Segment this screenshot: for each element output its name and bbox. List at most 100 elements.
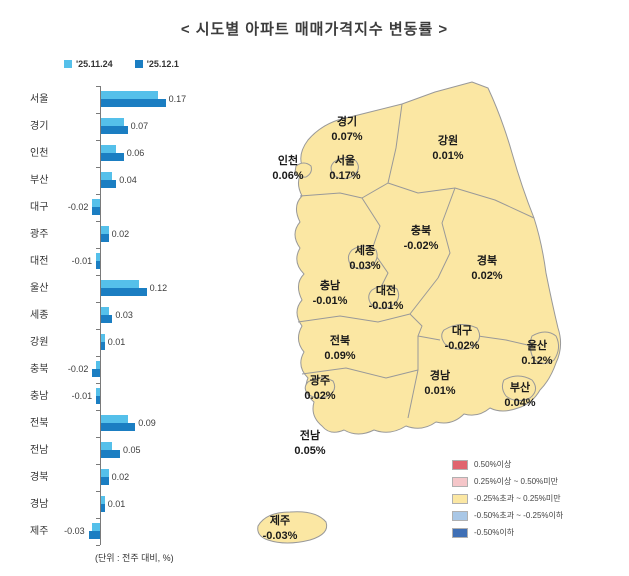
bar-series-2	[101, 126, 128, 134]
map-legend-swatch-icon	[452, 510, 468, 521]
border-chungbuk-gyeongbuk	[437, 187, 456, 279]
map-legend-row: -0.25%초과 ~ 0.25%미만	[452, 490, 563, 507]
mainland-shape	[294, 81, 562, 435]
bar-value-label: 0.03	[115, 310, 133, 320]
chart-row: 세종 0.03	[28, 302, 250, 329]
legend-label: '25.11.24	[76, 59, 113, 69]
region-axis-label: 경기	[30, 121, 49, 132]
bar-value-label: 0.06	[126, 148, 145, 158]
bar-series-2	[101, 450, 120, 458]
bar-series-1	[101, 226, 109, 234]
border-gyeonggi-gangwon	[387, 103, 403, 184]
axis-tick	[96, 437, 100, 438]
border-jeonbuk-east	[409, 313, 423, 370]
legend-label: '25.12.1	[146, 59, 179, 69]
bar-value-label: -0.02	[67, 364, 89, 374]
axis-tick	[96, 275, 100, 276]
chart-row: 경남 0.01	[28, 491, 250, 518]
chart-row: 광주 0.02	[28, 221, 250, 248]
bar-value-label: 0.17	[168, 94, 187, 104]
bar-series-2	[101, 477, 109, 485]
border-gyeongbuk-gyeongnam	[417, 335, 533, 347]
legend-item: '25.11.24	[64, 59, 113, 69]
axis-tick	[96, 113, 100, 114]
bar-series-1	[101, 442, 113, 450]
border-jeonnam-gyeongnam	[407, 369, 419, 419]
legend-item: '25.12.1	[134, 59, 179, 69]
bar-series-1	[96, 361, 100, 369]
bar-chart: 서울 0.17 경기 0.07 인천 0.06 부산 0.04 대구 -0.02 광주 0.02 대전 -…	[28, 86, 250, 546]
map-color-legend: 0.50%이상 0.25%이상 ~ 0.50%미만 -0.25%초과 ~ 0.25%…	[452, 456, 563, 541]
bar-series-2	[96, 261, 100, 269]
axis-tick	[96, 86, 100, 87]
axis-tick	[96, 221, 100, 222]
bar-value-label: 0.09	[138, 418, 156, 428]
axis-tick	[96, 383, 100, 384]
bar-value-label: 0.05	[123, 445, 141, 455]
map-legend-swatch-icon	[452, 527, 468, 538]
region-axis-label: 인천	[30, 148, 49, 159]
region-axis-label: 경북	[30, 472, 49, 483]
axis-tick	[96, 329, 100, 330]
bar-series-1	[101, 118, 124, 126]
region-axis-label: 세종	[30, 310, 49, 321]
bar-series-1	[101, 145, 117, 153]
map-legend-label: -0.50%초과 ~ -0.25%이하	[474, 511, 564, 520]
legend-swatch-icon	[134, 60, 143, 68]
region-axis-label: 충남	[30, 391, 49, 402]
bar-value-label: 0.01	[107, 337, 126, 347]
region-axis-label: 전북	[30, 418, 49, 429]
axis-tick	[96, 302, 100, 303]
axis-tick	[96, 410, 100, 411]
chart-row: 서울 0.17	[28, 86, 250, 113]
korea-map	[257, 81, 562, 544]
bar-series-1	[101, 496, 105, 504]
bar-series-2	[101, 234, 109, 242]
bar-series-2	[101, 99, 166, 107]
zero-axis	[100, 86, 101, 545]
bar-series-2	[101, 342, 105, 350]
bar-series-1	[96, 388, 100, 396]
bar-series-2	[101, 153, 124, 161]
bar-value-label: -0.03	[64, 526, 85, 536]
seoul-shape	[330, 157, 359, 180]
border-jeonbuk-jeonnam	[301, 367, 419, 379]
axis-tick	[96, 356, 100, 357]
axis-tick	[96, 464, 100, 465]
region-axis-label: 경남	[30, 499, 49, 510]
region-axis-label: 대구	[30, 202, 49, 213]
ulsan-shape	[529, 331, 560, 364]
chart-row: 전남 0.05	[28, 437, 250, 464]
page-title: < 시도별 아파트 매매가격지수 변동률 >	[180, 21, 449, 38]
border-chungnam-south	[297, 277, 439, 323]
map-legend-row: -0.50%이하	[452, 524, 563, 541]
bar-series-1	[101, 280, 139, 288]
series-legend: '25.11.24 '25.12.1	[64, 59, 179, 69]
busan-shape	[501, 375, 536, 402]
daegu-shape	[441, 324, 481, 350]
bar-series-2	[92, 369, 100, 377]
bar-series-1	[101, 307, 109, 315]
bar-series-2	[101, 288, 147, 296]
map-legend-label: -0.50%이하	[474, 528, 515, 537]
chart-row: 충북 -0.02	[28, 356, 250, 383]
region-axis-label: 전남	[30, 445, 49, 456]
bar-value-label: 0.01	[107, 499, 126, 509]
bar-series-2	[96, 396, 100, 404]
chart-row: 대구 -0.02	[28, 194, 250, 221]
axis-tick	[96, 140, 100, 141]
bar-series-1	[101, 91, 158, 99]
jeju-shape	[257, 511, 328, 544]
axis-tick	[96, 545, 100, 546]
bar-series-1	[96, 253, 100, 261]
axis-tick	[96, 518, 100, 519]
gwangju-shape	[304, 377, 336, 399]
bar-series-1	[101, 415, 128, 423]
chart-row: 인천 0.06	[28, 140, 250, 167]
axis-tick	[96, 491, 100, 492]
bar-series-1	[92, 199, 100, 207]
bar-series-1	[101, 469, 109, 477]
map-legend-swatch-icon	[452, 459, 468, 470]
region-axis-label: 제주	[30, 526, 49, 537]
